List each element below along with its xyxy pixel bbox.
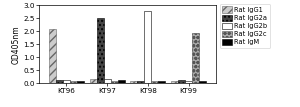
Bar [158,81,166,83]
Bar [49,29,56,83]
Bar [103,79,111,83]
Bar [137,81,144,83]
Bar [171,81,178,83]
Bar [97,18,104,83]
Bar [152,81,158,83]
Bar [70,81,77,83]
Bar [111,81,118,83]
Bar [144,11,152,83]
Bar [77,81,84,83]
Bar [192,33,199,83]
Bar [130,81,137,83]
Bar [56,80,63,83]
Legend: Rat IgG1, Rat IgG2a, Rat IgG2b, Rat IgG2c, Rat IgM: Rat IgG1, Rat IgG2a, Rat IgG2b, Rat IgG2… [220,4,270,48]
Bar [185,81,192,83]
Bar [118,80,125,83]
Bar [89,79,97,83]
Bar [199,81,206,83]
Y-axis label: OD405nm: OD405nm [12,25,21,64]
Bar [63,80,70,83]
Bar [178,80,185,83]
